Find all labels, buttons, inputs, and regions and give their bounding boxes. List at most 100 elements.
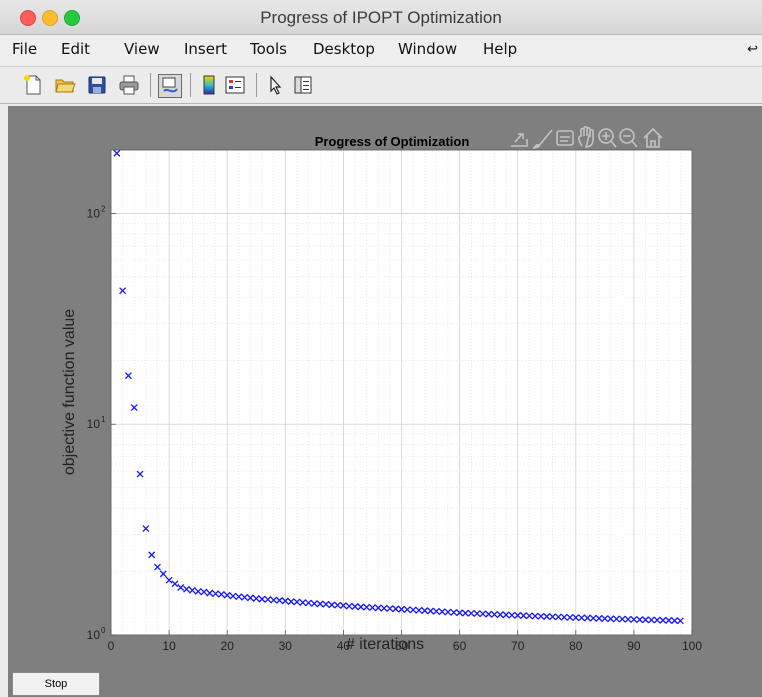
data-point	[531, 612, 539, 620]
data-point	[264, 595, 272, 603]
x-tick-label: 30	[279, 639, 293, 653]
axes-toolbar	[511, 125, 663, 150]
y-tick-label: 10	[87, 417, 101, 431]
data-point	[148, 551, 156, 559]
chart-title: Progress of Optimization	[315, 134, 470, 149]
menu-overflow-arrow-icon[interactable]: ↩	[747, 41, 758, 56]
data-point	[113, 149, 121, 157]
data-point	[572, 614, 580, 622]
data-point	[276, 596, 283, 604]
colorbar-icon[interactable]	[198, 74, 220, 96]
data-point	[177, 584, 185, 591]
pan-icon[interactable]	[578, 125, 594, 148]
data-point	[223, 591, 231, 599]
data-point	[194, 587, 202, 595]
x-tick-labels: 0 10 20 30 40 50 60 70 80 90 100	[108, 630, 702, 653]
data-point	[345, 602, 353, 610]
menu-view[interactable]: View	[124, 40, 160, 58]
data-point	[351, 603, 359, 610]
stop-button[interactable]: Stop	[12, 672, 100, 696]
data-point	[537, 612, 545, 620]
data-point	[560, 613, 568, 621]
data-point	[252, 595, 260, 602]
x-tick-label: 90	[627, 639, 641, 653]
data-point	[310, 600, 318, 608]
data-point	[287, 598, 295, 606]
data-point	[212, 590, 220, 598]
data-point	[543, 613, 551, 620]
data-point	[334, 601, 342, 609]
data-point	[235, 593, 243, 601]
home-icon[interactable]	[643, 127, 663, 148]
data-point	[432, 607, 440, 615]
close-window-button[interactable]	[20, 10, 36, 26]
data-point	[142, 525, 150, 532]
data-point	[398, 605, 405, 613]
zoom-in-icon[interactable]	[598, 128, 617, 148]
x-tick-label: 40	[337, 639, 351, 653]
data-point	[525, 612, 533, 620]
data-point	[171, 580, 179, 588]
data-point	[241, 593, 249, 601]
data-point	[467, 609, 475, 617]
y-tick-exponent: 0	[101, 626, 106, 635]
open-file-icon[interactable]	[54, 74, 76, 96]
data-point	[595, 614, 603, 622]
menu-edit[interactable]: Edit	[61, 40, 91, 58]
link-plot-icon[interactable]	[158, 74, 182, 98]
data-point	[130, 404, 138, 411]
data-point	[676, 617, 684, 625]
toolbar-separator	[190, 73, 191, 97]
data-point	[124, 372, 132, 380]
legend-icon[interactable]	[224, 74, 246, 96]
menu-window[interactable]: Window	[398, 40, 458, 58]
print-icon[interactable]	[118, 74, 140, 96]
window-title: Progress of IPOPT Optimization	[260, 8, 502, 27]
data-point	[653, 616, 661, 624]
menu-help[interactable]: Help	[483, 40, 518, 58]
menu-tools[interactable]: Tools	[250, 40, 287, 58]
new-figure-icon[interactable]	[22, 74, 44, 96]
minimize-window-button[interactable]	[42, 10, 58, 26]
data-point	[380, 604, 388, 612]
x-tick-label: 0	[108, 639, 115, 653]
maximize-window-button[interactable]	[64, 10, 80, 26]
brush-icon[interactable]	[532, 129, 553, 150]
data-point	[444, 608, 452, 616]
data-point	[293, 598, 301, 606]
data-tips-icon[interactable]	[556, 130, 574, 146]
data-point	[502, 611, 510, 619]
menu-desktop[interactable]: Desktop	[313, 40, 375, 58]
figure-canvas: 0 10 20 30 40 50 60 70 80 90 100 10 0 10 1 10 2	[8, 106, 762, 697]
export-icon[interactable]	[511, 133, 528, 147]
data-point	[299, 599, 307, 607]
property-inspector-icon[interactable]	[292, 74, 314, 96]
data-point	[246, 594, 254, 602]
menu-insert[interactable]: Insert	[184, 40, 228, 58]
data-point	[119, 287, 127, 295]
data-markers	[113, 149, 684, 625]
toolbar-separator	[256, 73, 257, 97]
data-point	[258, 595, 266, 603]
data-point	[316, 600, 324, 608]
y-tick-exponent: 2	[101, 204, 106, 213]
pointer-icon[interactable]	[264, 74, 286, 96]
data-point	[357, 603, 365, 611]
menu-file[interactable]: File	[12, 40, 38, 58]
data-point	[339, 602, 347, 609]
data-point	[456, 609, 464, 617]
data-point	[188, 586, 196, 594]
data-point	[473, 610, 481, 618]
y-tick-label: 10	[87, 628, 101, 642]
x-tick-label: 10	[162, 639, 176, 653]
data-point	[159, 570, 167, 578]
zoom-out-icon[interactable]	[619, 128, 638, 148]
x-axis-label: # iterations	[345, 636, 425, 653]
data-point	[136, 470, 144, 478]
data-point	[270, 596, 278, 604]
data-point	[363, 603, 371, 611]
data-point	[496, 611, 504, 619]
data-point	[491, 610, 498, 618]
save-icon[interactable]	[86, 74, 108, 96]
data-point	[427, 607, 435, 615]
